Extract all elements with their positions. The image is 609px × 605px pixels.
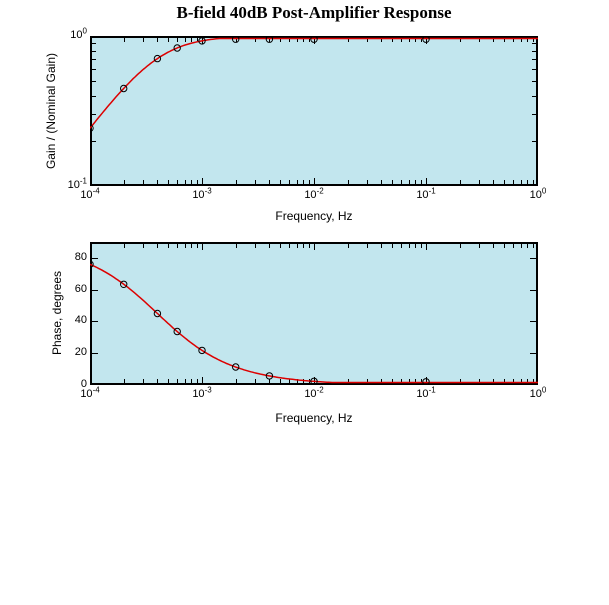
data-point-marker: [310, 377, 318, 385]
x-tick-label: 10-4: [80, 385, 100, 400]
data-point-marker: [120, 280, 128, 288]
y-tick-label: 60: [74, 282, 87, 295]
data-point-marker: [232, 36, 240, 43]
data-point-marker: [90, 260, 94, 268]
data-point-marker: [422, 36, 430, 43]
data-point-marker: [198, 37, 206, 45]
plot-box: [90, 36, 538, 186]
data-point-marker: [422, 378, 430, 385]
data-point-marker: [173, 327, 181, 336]
x-tick-label: 10-2: [304, 385, 324, 400]
data-point-marker: [310, 36, 318, 43]
x-tick-label: 10-3: [192, 186, 212, 201]
data-point-marker: [198, 346, 206, 355]
x-tick-label: 100: [529, 186, 547, 201]
y-tick-label: 0: [80, 378, 87, 390]
x-tick-label: 10-1: [416, 186, 436, 201]
phase-xaxis-label: Frequency, Hz: [275, 411, 353, 425]
data-point-marker: [120, 84, 128, 93]
data-point-marker: [232, 363, 240, 371]
phase-plot-area: [90, 242, 538, 385]
y-tick-label: 20: [74, 346, 87, 359]
figure-title: B-field 40dB Post-Amplifier Response: [176, 3, 452, 22]
data-point-marker: [173, 44, 181, 52]
y-tick-label: 80: [74, 250, 87, 263]
data-point-marker: [265, 36, 274, 43]
y-tick-label: 10-1: [67, 176, 87, 191]
x-tick-label: 10-2: [304, 186, 324, 201]
response-curve: [90, 263, 538, 384]
y-tick-label: 100: [70, 26, 87, 41]
data-point-marker: [265, 372, 274, 380]
x-tick-label: 100: [529, 385, 547, 400]
data-point-marker: [90, 124, 94, 132]
gain-plot-area: [90, 36, 538, 186]
gain-yaxis-label: Gain / (Nominal Gain): [44, 52, 58, 170]
gain-xaxis-label: Frequency, Hz: [275, 209, 353, 223]
plot-box: [90, 242, 538, 385]
x-tick-label: 10-4: [80, 186, 100, 201]
x-tick-label: 10-1: [416, 385, 436, 400]
data-point-marker: [153, 309, 162, 318]
y-tick-label: 40: [74, 314, 87, 327]
data-point-marker: [153, 54, 162, 63]
x-tick-label: 10-3: [192, 385, 212, 400]
response-curve: [90, 37, 538, 129]
